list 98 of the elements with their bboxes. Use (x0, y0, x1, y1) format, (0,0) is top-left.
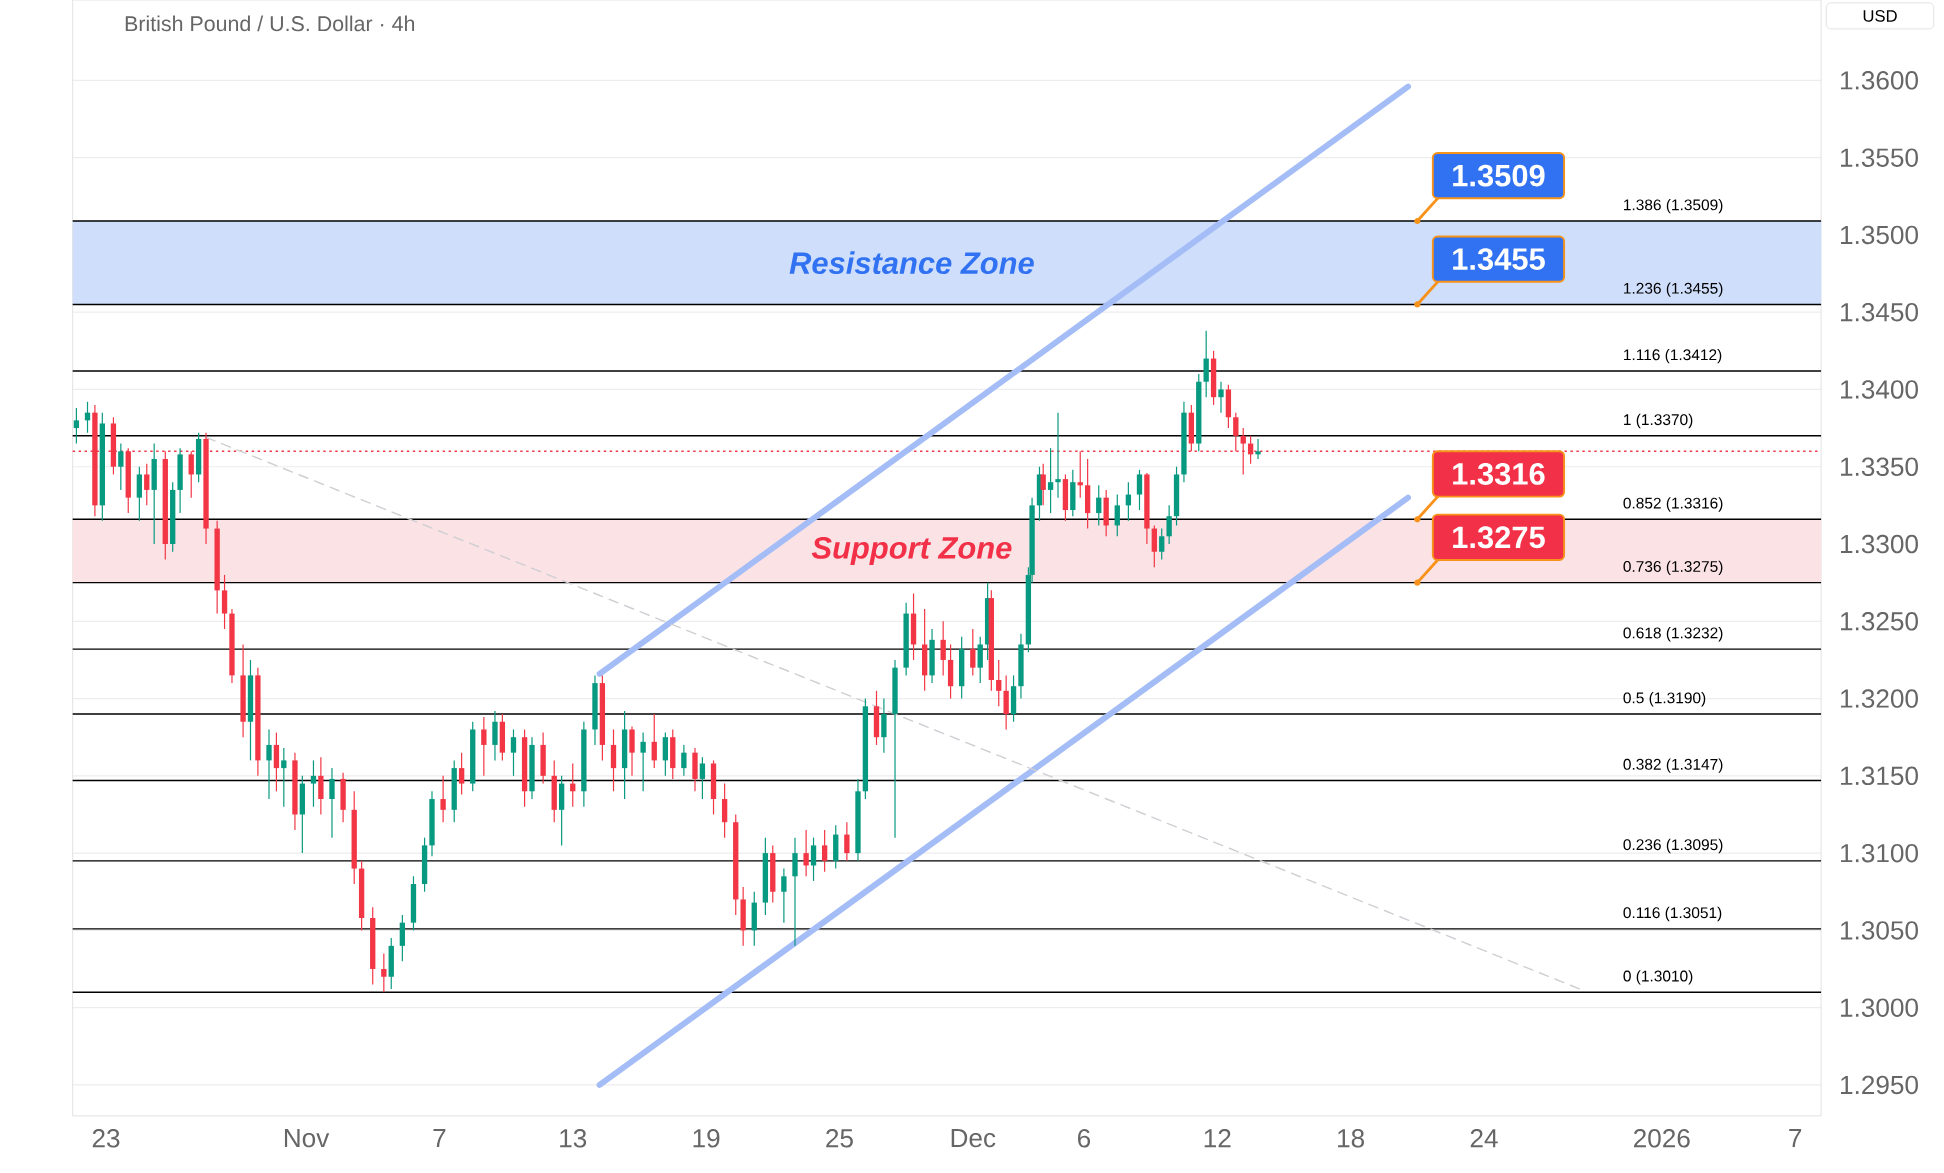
y-tick-label: 1.3150 (1841, 766, 1918, 786)
candlestick (1136, 469, 1143, 511)
ref-line-label: 0.5 (1.3190) (1623, 691, 1706, 707)
text: British Pound / U.S. Dollar · 4h (125, 15, 415, 32)
candlestick (1114, 493, 1120, 537)
ref-line-label: 0.382 (1.3147) (1623, 758, 1723, 773)
y-tick-label: 1.2950 (1841, 1075, 1918, 1095)
candlestick (144, 462, 150, 506)
candlestick (1055, 411, 1061, 499)
candlestick (1166, 504, 1172, 545)
ref-line-label: 0.618 (1.3232) (1623, 627, 1723, 642)
y-tick-label: 1.3050 (1841, 921, 1918, 940)
band-label: Support Zone (811, 536, 1012, 565)
ref-line-label: 1.236 (1.3455) (1624, 282, 1723, 297)
candlestick (821, 829, 828, 873)
candlestick (1003, 674, 1009, 731)
candlestick (1047, 447, 1054, 514)
y-tick-label: 1.3550 (1841, 148, 1918, 167)
candlestick (810, 837, 817, 882)
candlestick (440, 775, 446, 823)
x-tick-label: 13 (560, 1129, 587, 1148)
annotation: 1.3316 (1453, 462, 1545, 485)
candlestick (492, 710, 498, 761)
y-tick-label: 1.3450 (1841, 302, 1918, 322)
candlestick (481, 716, 487, 777)
candlestick (273, 731, 280, 792)
ref-line-label: 0 (1.3010) (1623, 970, 1693, 985)
candlestick (1203, 330, 1209, 398)
candlestick (318, 756, 324, 816)
x-tick-label: 25 (826, 1129, 853, 1148)
x-tick-label: Dec (951, 1128, 996, 1148)
y-tick-label: 1.3300 (1841, 534, 1918, 554)
candlestick (381, 952, 387, 993)
candlestick (1233, 411, 1239, 452)
candlestick (721, 782, 728, 839)
x-tick-label: 12 (1204, 1129, 1231, 1148)
candlestick (881, 697, 887, 754)
candlestick (136, 466, 143, 522)
annotation: 1.3509 (1453, 164, 1545, 187)
annotation: 1.3275 (1453, 526, 1545, 549)
y-tick-label: 1.3000 (1841, 998, 1918, 1017)
candlestick (266, 728, 272, 800)
candlestick (510, 728, 517, 777)
candlestick (699, 756, 706, 800)
y-tick-label: 1.3600 (1841, 71, 1918, 90)
candlestick (281, 747, 287, 808)
candlestick (996, 659, 1002, 707)
y-tick-label: 1.3250 (1841, 611, 1918, 631)
candlestick (662, 731, 669, 777)
candlestick (1255, 438, 1261, 460)
candlestick (399, 914, 406, 962)
annotation: 1.3455 (1453, 248, 1545, 270)
candlestick (629, 725, 635, 777)
candlestick (781, 867, 787, 924)
candlestick (977, 636, 983, 684)
candlestick (651, 713, 657, 769)
candlestick (1096, 484, 1102, 526)
ref-line-label: 0.236 (1.3095) (1623, 838, 1723, 854)
x-tick-label: 24 (1470, 1129, 1498, 1148)
band-label: Resistance Zone (789, 251, 1034, 275)
y-tick-label: 1.3200 (1841, 689, 1918, 708)
candlestick (221, 574, 228, 630)
x-tick-label: 23 (92, 1129, 120, 1148)
candlestick (458, 752, 465, 795)
ref-line-label: 1.386 (1.3509) (1624, 198, 1723, 214)
candlestick (118, 442, 124, 491)
candlestick (73, 407, 80, 445)
candlestick (310, 759, 317, 808)
candlestick (610, 728, 617, 792)
x-tick-label: 6 (1078, 1129, 1091, 1148)
candlestick (1151, 524, 1157, 568)
x-tick-label: 2026 (1634, 1129, 1690, 1148)
y-tick-label: 1.3350 (1841, 457, 1918, 476)
x-tick-label: 18 (1338, 1129, 1365, 1148)
candlestick (329, 767, 335, 839)
y-tick-label: 1.3500 (1841, 225, 1918, 245)
x-tick-label: 7 (1789, 1128, 1802, 1147)
y-tick-label: 1.3400 (1841, 380, 1918, 399)
ref-line-label: 1 (1.3370) (1624, 413, 1693, 429)
candlestick (681, 744, 687, 777)
candlestick (1040, 462, 1046, 506)
candlestick (1218, 381, 1224, 414)
ref-line-label: 0.852 (1.3316) (1623, 497, 1723, 512)
x-tick-label: Nov (284, 1128, 330, 1148)
candlestick (640, 731, 646, 792)
candlestick (1159, 527, 1165, 560)
x-tick-label: 19 (693, 1129, 720, 1148)
x-tick-label: 7 (433, 1128, 446, 1147)
candlestick (792, 837, 798, 947)
text: USD (1863, 9, 1897, 22)
ref-line-label: 0.116 (1.3051) (1623, 906, 1722, 922)
candlestick (844, 821, 850, 862)
ref-line-label: 0.736 (1.3275) (1623, 560, 1723, 575)
candlestick (970, 628, 976, 676)
y-tick-label: 1.3100 (1841, 843, 1918, 863)
ref-line-label: 1.116 (1.3412) (1624, 348, 1722, 364)
candlestick (940, 620, 946, 676)
candlestick (803, 829, 809, 877)
